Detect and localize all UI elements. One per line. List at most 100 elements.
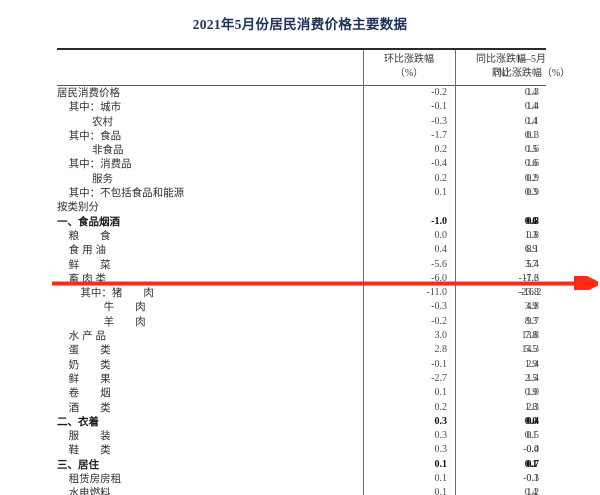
column-header-yoy-line2: （%） — [486, 67, 516, 79]
row-value-2: 1.4 — [526, 101, 540, 113]
row-value-1: -0.1 — [431, 358, 447, 370]
row-value-3: 0.0 — [524, 415, 538, 427]
table-row: 蛋 类 2.8 14.3 5.5 — [57, 343, 546, 357]
table-row: 农村 -0.3 1.1 0.4 — [57, 115, 546, 129]
table-row: 羊 肉 -0.2 9.7 8.3 — [57, 315, 546, 329]
row-value-3: 0.6 — [524, 215, 538, 227]
table-row: 奶 类 -0.1 2.4 1.9 — [57, 358, 546, 372]
row-value-3: 0.5 — [524, 144, 538, 156]
table-row: 粮 食 0.0 0.8 1.3 — [57, 229, 546, 243]
row-label: 水 产 品 — [57, 330, 107, 343]
row-value-2: 5.4 — [526, 258, 540, 270]
row-value-3: 0.1 — [524, 129, 538, 141]
row-value-3: 0.1 — [524, 430, 538, 442]
row-value-1: -0.2 — [431, 315, 447, 327]
row-label: 酒 类 — [57, 401, 111, 414]
row-value-2: 1.3 — [526, 87, 540, 98]
row-value-1: -2.7 — [431, 372, 447, 384]
row-value-3: 0.6 — [524, 158, 538, 170]
row-value-1: -0.3 — [431, 301, 447, 313]
table-row: 一、食品烟酒 -1.0 0.8 0.6 — [57, 215, 546, 229]
row-value-2: 1.1 — [526, 115, 540, 127]
row-value-3: 0.4 — [524, 87, 538, 98]
column-header-mom: 环比涨跌幅 （%） — [363, 53, 455, 80]
row-value-3: -0.1 — [523, 473, 539, 485]
row-label: 一、食品烟酒 — [57, 215, 120, 228]
row-label: 农村 — [57, 115, 114, 128]
row-value-3: 8.3 — [524, 315, 538, 327]
row-value-2: 4.8 — [526, 301, 540, 313]
row-value-3: -0.4 — [523, 444, 539, 456]
row-label: 其中：猪 肉 — [57, 287, 154, 300]
row-value-2: 1.6 — [526, 158, 540, 170]
row-label: 畜 肉 类 — [57, 272, 107, 285]
column-divider-2 — [455, 50, 456, 495]
row-value-2: -23.8 — [518, 287, 539, 299]
row-value-1: 0.2 — [434, 401, 448, 413]
row-value-2: -11.3 — [518, 272, 539, 284]
row-value-2: 0.3 — [526, 129, 540, 141]
table-row: 服 装 0.3 0.5 0.1 — [57, 429, 546, 443]
row-label: 其中：消费品 — [57, 158, 132, 171]
row-value-1: 3.0 — [434, 330, 448, 342]
row-value-3: 5.5 — [524, 344, 538, 356]
row-value-1: -0.3 — [431, 115, 447, 127]
row-value-3: 6.9 — [524, 244, 538, 256]
column-header-mom-line2: （%） — [394, 67, 424, 79]
table-top-border — [57, 48, 546, 50]
row-value-2: 1.0 — [526, 387, 540, 399]
row-value-2: 0.5 — [526, 430, 540, 442]
row-value-1: -5.6 — [431, 258, 447, 270]
row-value-2: 0.8 — [526, 229, 540, 241]
row-value-1: 0.3 — [434, 430, 448, 442]
row-label: 奶 类 — [57, 358, 111, 371]
table-row: 鲜 菜 -5.6 5.4 3.7 — [57, 258, 546, 272]
table-row: 其中：不包括食品和能源 0.1 0.9 0.3 — [57, 186, 546, 200]
row-value-3: 0.1 — [524, 458, 538, 470]
row-value-3: -16.2 — [520, 287, 542, 299]
table-row: 牛 肉 -0.3 4.8 3.9 — [57, 300, 546, 314]
row-value-3: 1.9 — [524, 358, 538, 370]
column-header-mom-line1: 环比涨跌幅 — [384, 54, 434, 65]
row-value-2: 8.1 — [526, 244, 540, 256]
row-value-1: 0.1 — [434, 473, 448, 485]
row-value-2: 0.7 — [526, 458, 540, 470]
table-row: 畜 肉 类 -6.0 -11.3 -7.6 — [57, 272, 546, 286]
table-row: 非食品 0.2 1.6 0.5 — [57, 143, 546, 157]
row-label: 租赁房房租 — [57, 473, 122, 486]
row-value-1: -1.7 — [431, 129, 447, 141]
row-value-1: 0.1 — [434, 487, 448, 495]
table-row: 其中：猪 肉 -11.0 -23.8 -16.2 — [57, 286, 546, 300]
row-label: 按类别分 — [57, 201, 99, 214]
row-value-1: 0.3 — [434, 444, 448, 456]
row-value-2: 14.3 — [521, 344, 540, 356]
row-value-3: 0.4 — [524, 115, 538, 127]
row-label: 牛 肉 — [57, 301, 146, 314]
row-value-3: 3.9 — [524, 301, 538, 313]
table-row: 鞋 类 0.3 0.0 -0.4 — [57, 443, 546, 457]
row-value-1: -0.1 — [431, 101, 447, 113]
row-value-3: 0.9 — [524, 387, 538, 399]
row-value-3: 0.4 — [524, 487, 538, 495]
page-title: 2021年5月份居民消费价格主要数据 — [192, 17, 408, 32]
row-value-1: 0.4 — [434, 244, 448, 256]
table-header-border — [57, 85, 546, 86]
row-value-2: 1.6 — [526, 144, 540, 156]
row-value-2: 0.9 — [526, 172, 540, 184]
row-label: 食 用 油 — [57, 244, 107, 257]
row-value-3: 7.8 — [524, 330, 538, 342]
row-label: 非食品 — [57, 144, 124, 157]
table-row: 服务 0.2 0.9 0.2 — [57, 172, 546, 186]
row-value-2: 2.3 — [526, 401, 540, 413]
row-value-1: 0.1 — [434, 187, 448, 199]
row-value-1: -6.0 — [431, 272, 447, 284]
table-row: 食 用 油 0.4 8.1 6.9 — [57, 243, 546, 257]
column-header-cumulative-line2: 同比涨跌幅（%） — [491, 67, 571, 79]
row-value-1: 0.1 — [434, 458, 448, 470]
table-row: 其中：消费品 -0.4 1.6 0.6 — [57, 157, 546, 171]
row-label: 卷 烟 — [57, 387, 111, 400]
row-value-2: 0.3 — [526, 473, 540, 485]
row-label: 其中：不包括食品和能源 — [57, 187, 185, 200]
row-value-3: 1.3 — [524, 229, 538, 241]
